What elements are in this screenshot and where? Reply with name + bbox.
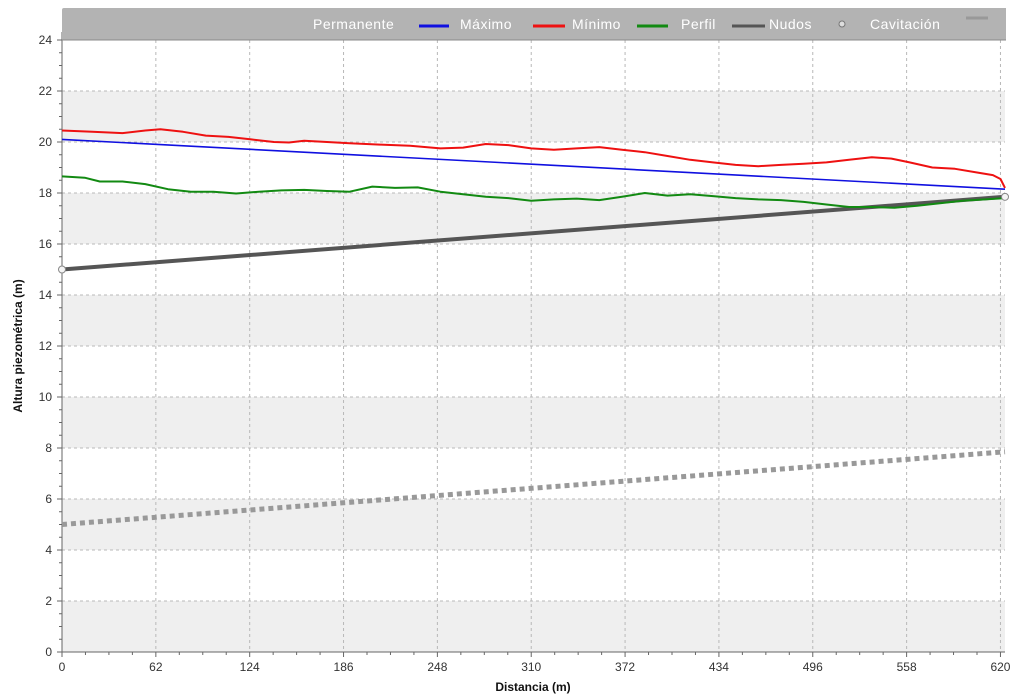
series-cavitacin-line [61,449,1006,527]
x-tick-label: 434 [709,660,729,674]
series-permanente-line [61,138,1006,190]
y-tick-label: 2 [45,594,52,608]
x-tick-label: 62 [149,660,163,674]
x-tick-label: 310 [521,660,541,674]
band [62,397,1005,448]
y-tick-label: 4 [45,543,52,557]
y-tick-label: 16 [39,237,53,251]
node-marker [58,265,66,274]
series-perfil-line [61,194,1006,272]
y-tick-label: 8 [45,441,52,455]
legend-label: Permanente [313,16,394,32]
x-tick-label: 0 [59,660,66,674]
y-tick-label: 12 [39,339,53,353]
legend-label: Mínimo [572,16,621,32]
series-mximo-line [61,128,1006,189]
y-tick-label: 24 [39,33,53,47]
y-tick-label: 6 [45,492,52,506]
axes [57,32,1005,657]
legend: Permanente Máximo Mínimo Perfil Nudos Cavitac… [62,8,1006,41]
series-mnimo-line [61,175,1006,209]
y-tick-label: 10 [39,390,53,404]
x-tick-label: 496 [803,660,823,674]
x-tick-label: 186 [334,660,354,674]
node-marker [1001,192,1009,201]
x-tick-label: 372 [615,660,635,674]
y-axis-title: Altura piezométrica (m) [11,279,25,412]
band [62,295,1005,346]
y-tick-label: 18 [39,186,53,200]
legend-label: Nudos [769,16,812,32]
legend-label: Perfil [681,16,716,32]
x-tick-label: 248 [427,660,447,674]
y-tick-label: 22 [39,84,53,98]
legend-swatch [838,20,846,28]
band [62,601,1005,652]
x-axis-title: Distancia (m) [495,680,570,694]
legend-bar [62,8,1006,40]
y-tick-label: 20 [39,135,53,149]
x-tick-label: 620 [990,660,1010,674]
series-layer [58,128,1009,527]
x-tick-label: 558 [897,660,917,674]
y-tick-label: 0 [45,645,52,659]
background-bands [62,40,1005,652]
x-tick-label: 124 [240,660,260,674]
legend-label: Máximo [460,16,512,32]
band [62,499,1005,550]
y-tick-label: 14 [39,288,53,302]
band [62,91,1005,142]
legend-label: Cavitación [870,16,940,32]
